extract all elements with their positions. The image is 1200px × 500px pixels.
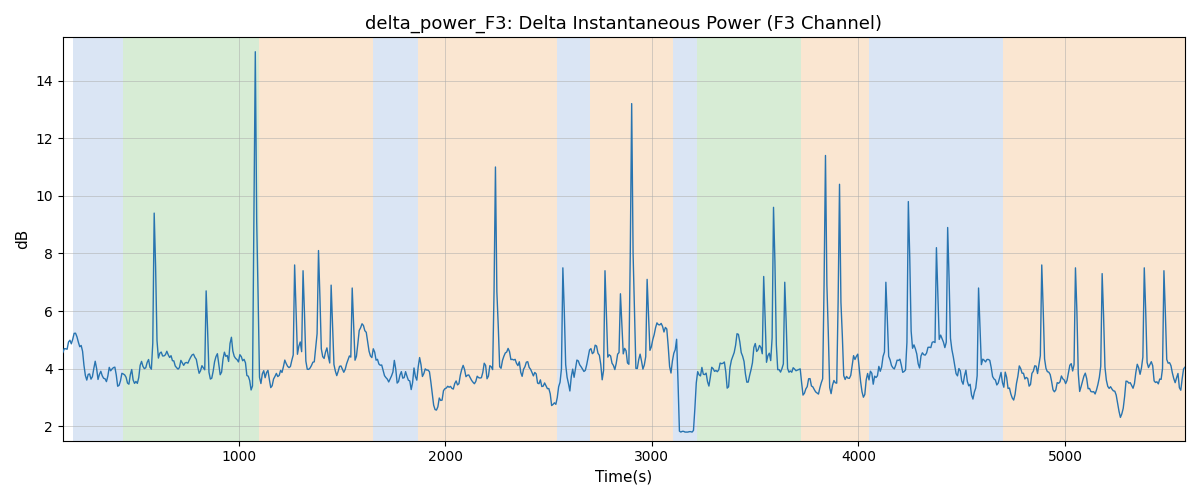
- Bar: [259, 38, 373, 440]
- Bar: [590, 38, 672, 440]
- Bar: [373, 38, 419, 440]
- Title: delta_power_F3: Delta Instantaneous Power (F3 Channel): delta_power_F3: Delta Instantaneous Powe…: [366, 15, 882, 34]
- Bar: [869, 38, 1003, 440]
- Bar: [557, 38, 590, 440]
- Bar: [800, 38, 869, 440]
- Bar: [419, 38, 557, 440]
- Bar: [1003, 38, 1186, 440]
- Y-axis label: dB: dB: [16, 229, 30, 249]
- Bar: [697, 38, 800, 440]
- Bar: [122, 38, 259, 440]
- Bar: [73, 38, 122, 440]
- X-axis label: Time(s): Time(s): [595, 470, 653, 485]
- Bar: [672, 38, 697, 440]
